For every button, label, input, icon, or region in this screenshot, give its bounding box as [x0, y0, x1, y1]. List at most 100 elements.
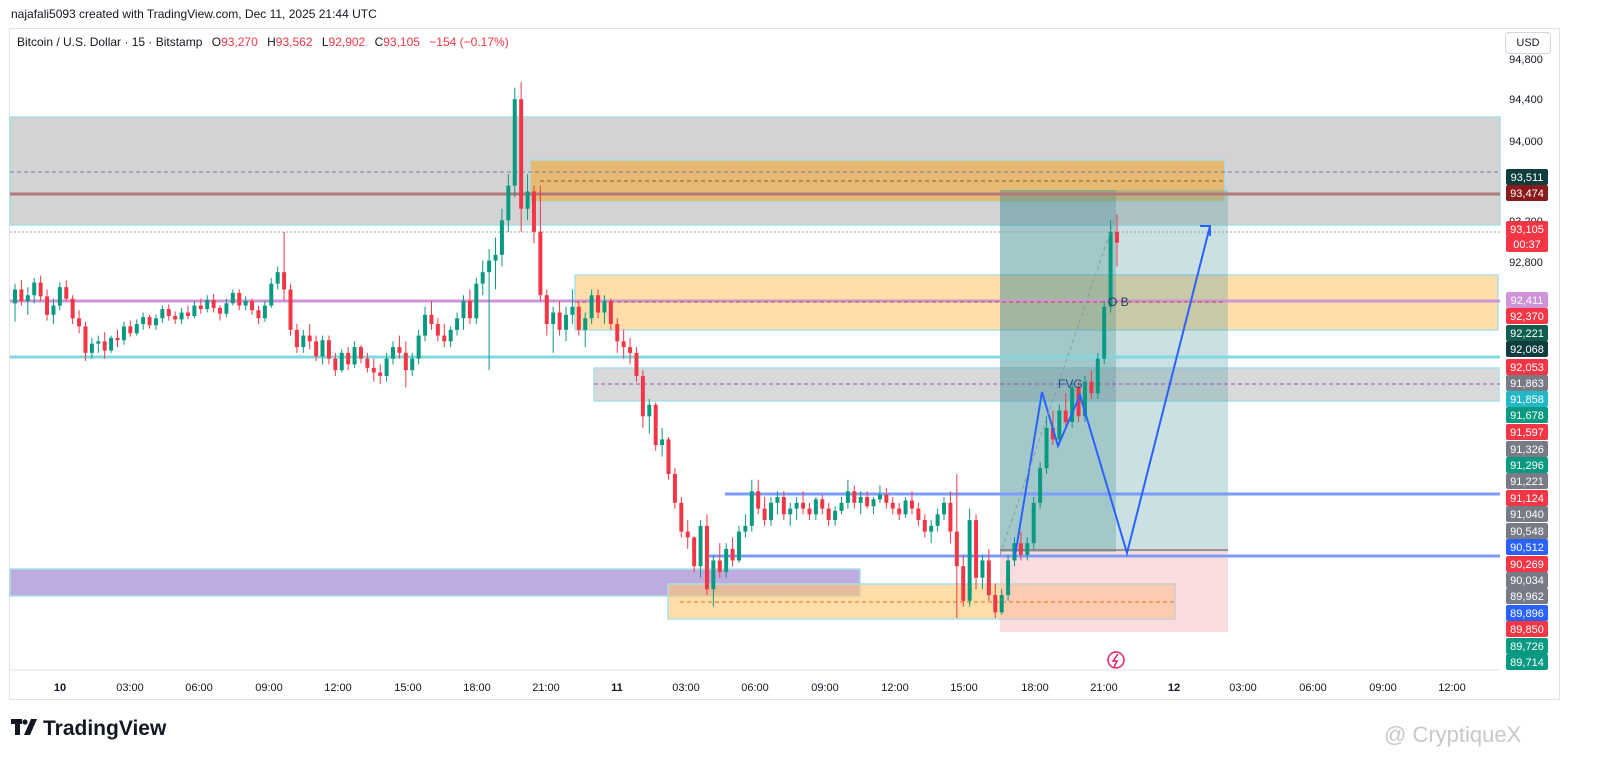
tradingview-logo[interactable]: TradingView	[11, 717, 166, 741]
price-badge: 91,040	[1506, 506, 1548, 522]
price-badge-bg	[1506, 236, 1548, 252]
price-badge: 92,068	[1506, 341, 1548, 357]
price-badge-label: 89,714	[1510, 657, 1544, 669]
fvg-annotation: FVG	[1058, 377, 1083, 391]
candle-body	[371, 367, 376, 373]
candle-body	[250, 300, 255, 311]
price-badge-label: 91,221	[1510, 476, 1544, 488]
candle-body	[564, 314, 568, 330]
price-badge: 00:37	[1506, 236, 1548, 252]
candle	[788, 502, 793, 526]
candle	[749, 479, 754, 532]
candle-body	[884, 494, 889, 503]
candle-body	[262, 305, 267, 319]
candle-body	[929, 525, 934, 532]
price-badge-bg	[1506, 169, 1548, 185]
price-badge: 91,597	[1506, 424, 1548, 440]
candle-body	[77, 318, 82, 327]
candle-body	[173, 315, 178, 320]
candle	[621, 329, 626, 359]
replay-lightning-icon-circle	[1107, 651, 1125, 669]
price-axis-layer: 94,80094,40094,00093,20092,80093,51193,4…	[1506, 54, 1548, 670]
candle	[1057, 404, 1062, 446]
candle	[794, 497, 799, 521]
candle	[250, 298, 255, 315]
candle	[909, 491, 914, 515]
candle	[704, 514, 709, 596]
candle	[743, 514, 748, 538]
candle-body	[794, 502, 799, 509]
candle-body	[1025, 543, 1030, 555]
candle	[38, 275, 43, 301]
candle	[538, 185, 543, 301]
candle-body	[1031, 502, 1036, 544]
candle-body	[833, 510, 838, 521]
candle-body	[32, 282, 37, 296]
candle	[493, 237, 498, 290]
candle	[1031, 497, 1036, 549]
candle	[852, 485, 857, 509]
candle-body	[756, 491, 761, 509]
price-badge-label: 90,034	[1510, 575, 1544, 587]
candle-body	[801, 502, 806, 509]
candle	[32, 277, 37, 304]
candle	[1012, 537, 1017, 567]
currency-button[interactable]: USD	[1505, 32, 1551, 54]
price-badge: 91,221	[1506, 473, 1548, 489]
price-badge: 89,850	[1506, 621, 1548, 637]
candle-body	[70, 298, 75, 319]
close-value: 93,105	[383, 35, 420, 49]
time-tick-label: 10	[54, 682, 66, 694]
candle	[877, 485, 882, 503]
candle	[628, 337, 633, 365]
price-badge-label: 91,296	[1510, 460, 1544, 472]
open-value: 93,270	[221, 35, 258, 49]
price-badge: 91,858	[1506, 391, 1548, 407]
candle	[147, 314, 152, 329]
candle-body	[269, 283, 274, 306]
time-tick-label: 06:00	[185, 682, 213, 694]
candle	[121, 321, 126, 345]
candle	[346, 347, 351, 371]
price-badge: 93,105	[1506, 221, 1548, 237]
candle	[89, 337, 94, 359]
candle-body	[429, 314, 434, 325]
candle-body	[57, 287, 62, 306]
candle-body	[128, 326, 133, 334]
low-label: L	[321, 35, 329, 49]
candle-body	[922, 520, 927, 532]
candle	[13, 283, 17, 322]
price-badge-label: 92,068	[1510, 344, 1544, 356]
candle	[737, 525, 741, 563]
candle-body	[909, 500, 914, 509]
candle-body	[897, 508, 902, 515]
candle	[576, 300, 581, 336]
price-badge: 91,863	[1506, 375, 1548, 391]
candle-body	[1095, 358, 1100, 394]
candle	[224, 298, 229, 318]
candle	[448, 326, 453, 348]
candle	[237, 289, 242, 311]
price-badge-bg	[1506, 523, 1548, 539]
price-badge-bg	[1506, 308, 1548, 324]
candle	[134, 319, 139, 336]
candle-body	[19, 289, 24, 301]
zones-layer	[9, 116, 1501, 632]
price-badge-bg	[1506, 588, 1548, 604]
price-badge-label: 91,326	[1510, 444, 1544, 456]
candle-body	[346, 352, 351, 365]
candle-body	[967, 520, 972, 601]
candle	[717, 543, 722, 578]
candle-body	[942, 502, 946, 515]
candle	[929, 520, 934, 544]
candle-body	[506, 185, 511, 221]
time-tick-label: 03:00	[116, 682, 144, 694]
candle-body	[737, 531, 741, 561]
price-badge: 90,548	[1506, 523, 1548, 539]
candle	[57, 282, 62, 311]
candle	[544, 289, 549, 336]
price-badge-bg	[1506, 556, 1548, 572]
candle-body	[692, 537, 697, 567]
candle-body	[25, 295, 30, 301]
